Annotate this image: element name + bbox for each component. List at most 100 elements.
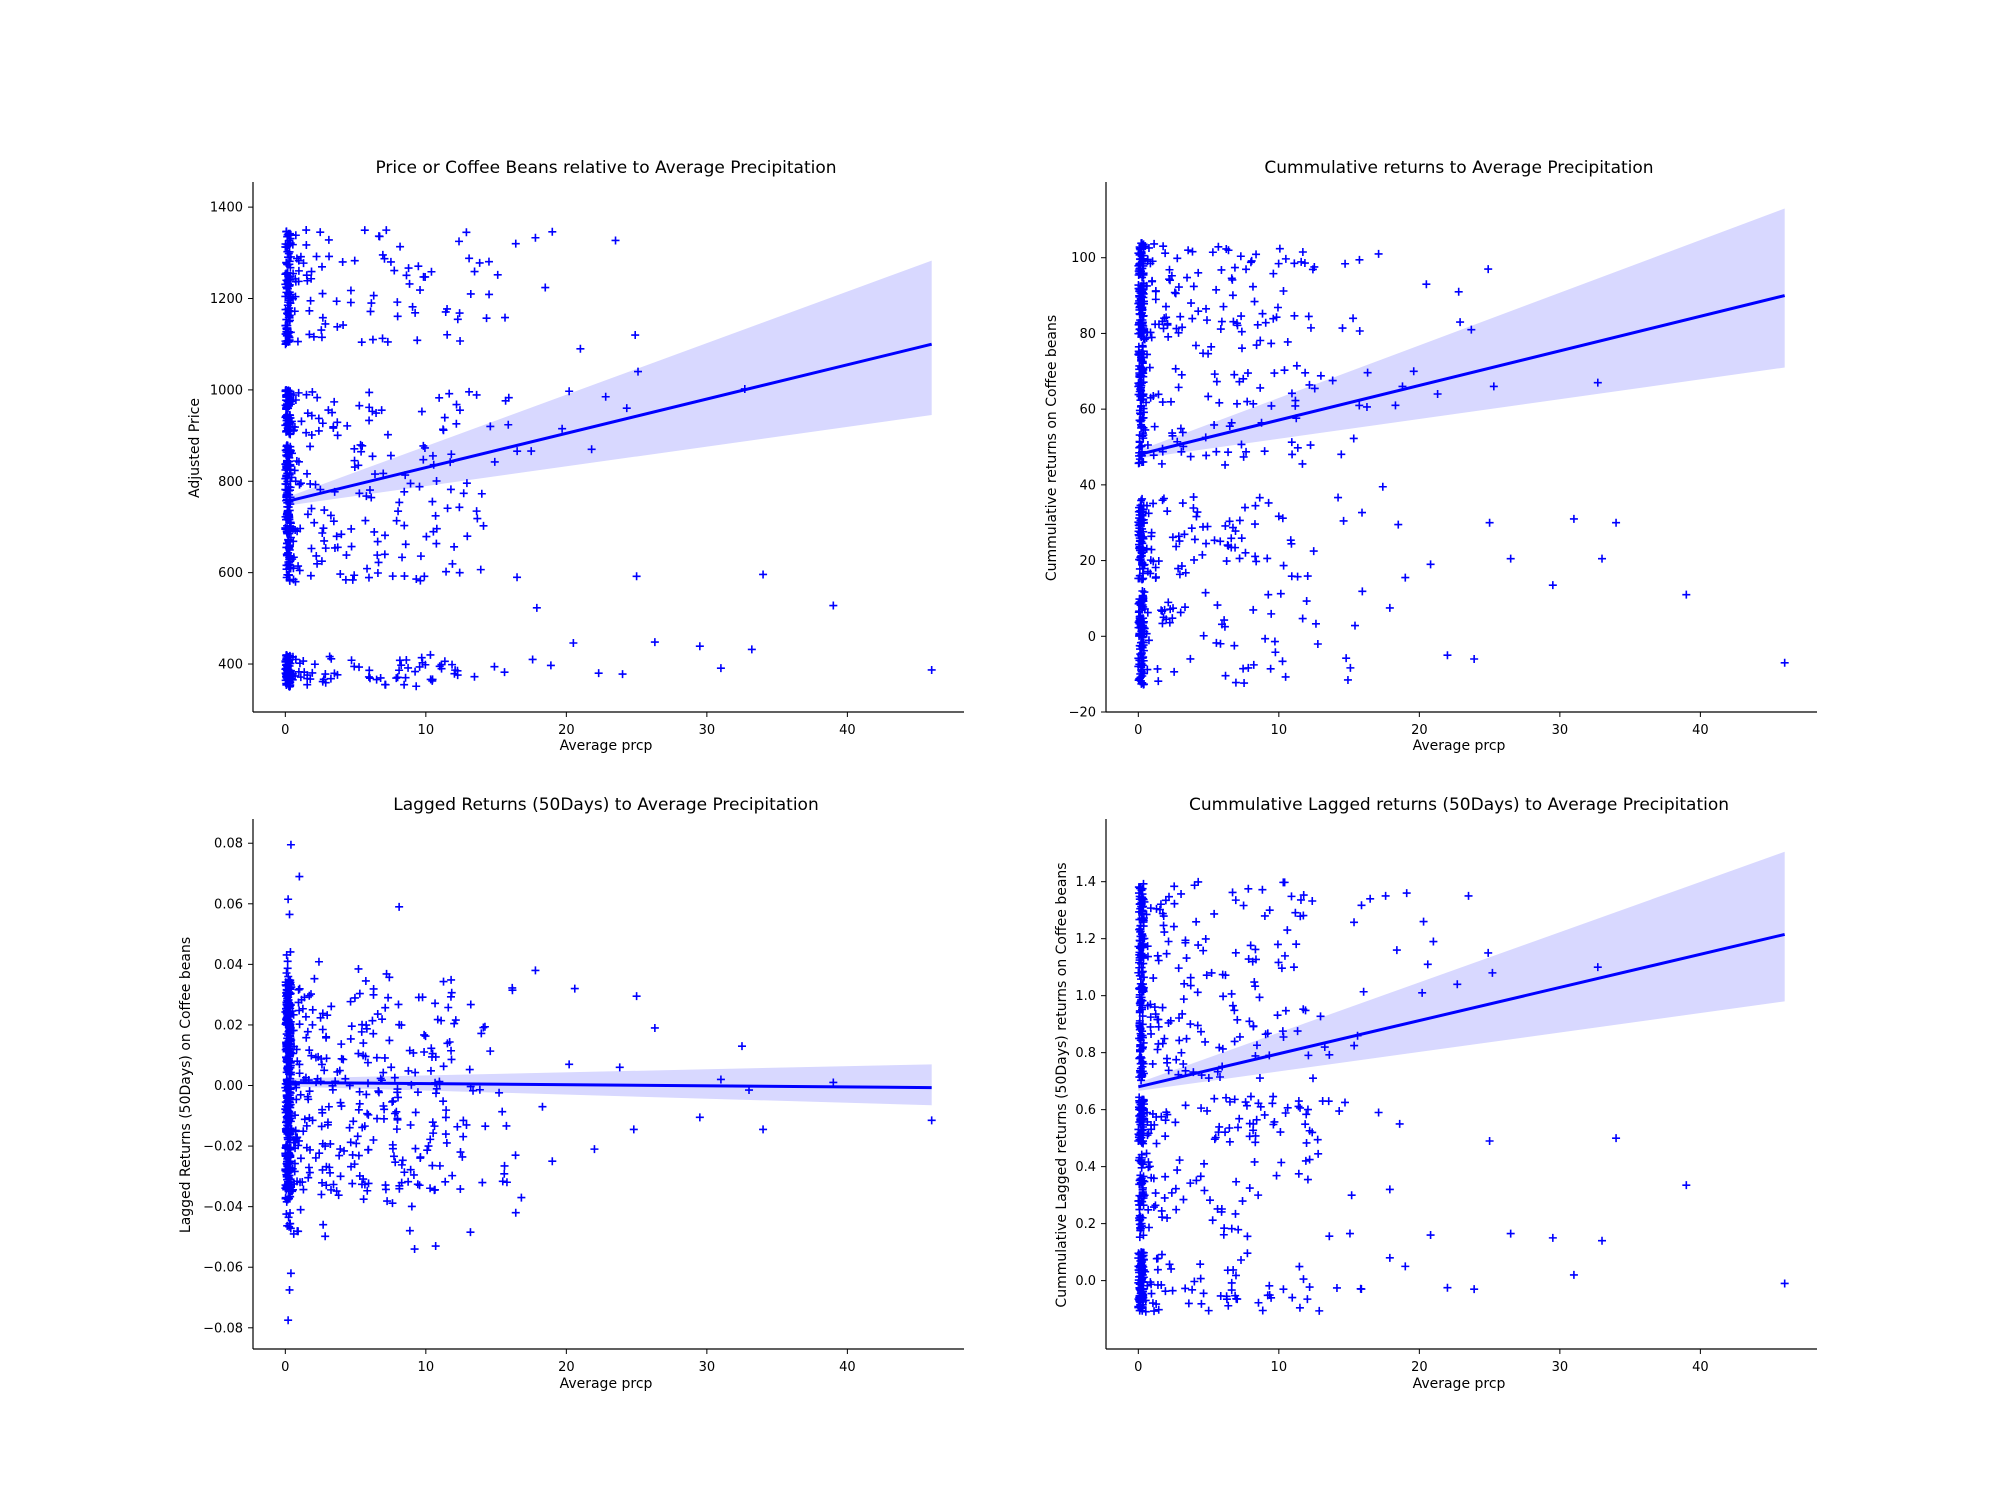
data-point	[1253, 320, 1262, 329]
data-point	[428, 1118, 437, 1127]
data-point	[1134, 654, 1143, 663]
data-point	[1148, 257, 1157, 266]
data-point	[448, 660, 457, 669]
x-tick-label: 30	[1552, 723, 1569, 738]
x-tick-label: 0	[1134, 723, 1142, 738]
x-axis-label: Average prcp	[1413, 738, 1506, 754]
data-point	[1241, 1098, 1250, 1107]
data-point	[1313, 1135, 1322, 1144]
data-point	[1154, 1305, 1163, 1314]
data-point	[424, 1142, 433, 1151]
data-point	[1301, 1006, 1310, 1015]
data-point	[393, 312, 402, 321]
data-point	[1224, 448, 1233, 457]
x-axis-label: Average prcp	[560, 738, 653, 754]
data-point	[339, 321, 348, 330]
data-point	[289, 1026, 298, 1035]
data-point	[282, 1055, 291, 1064]
data-point	[318, 528, 327, 537]
data-point	[310, 660, 319, 669]
data-point	[1163, 507, 1172, 516]
data-point	[346, 1034, 355, 1043]
data-point	[316, 1013, 325, 1022]
data-point	[313, 393, 322, 402]
data-point	[1225, 1137, 1234, 1146]
data-point	[1139, 980, 1148, 989]
data-point	[465, 1065, 474, 1074]
data-point	[1298, 459, 1307, 468]
data-point	[350, 256, 359, 265]
data-point	[394, 507, 403, 516]
chart-cumulative-returns-vs-precipitation: Cummulative returns to Average Precipita…	[1044, 158, 1817, 754]
data-point	[1260, 911, 1269, 920]
data-point	[1391, 401, 1400, 410]
data-point	[405, 279, 414, 288]
data-point	[282, 657, 291, 666]
data-point	[388, 1144, 397, 1153]
data-point	[1135, 540, 1143, 549]
data-point	[291, 1127, 300, 1136]
data-point	[1152, 1139, 1161, 1148]
data-point	[1211, 1133, 1220, 1142]
data-point	[1165, 265, 1174, 274]
data-point	[1249, 660, 1258, 669]
data-point	[1230, 641, 1239, 650]
data-point	[498, 1107, 507, 1116]
data-point	[296, 479, 305, 488]
data-point	[305, 330, 314, 339]
data-point	[293, 1227, 302, 1236]
data-point	[388, 1097, 397, 1106]
data-point	[1355, 401, 1364, 410]
data-point	[327, 1002, 336, 1011]
data-point	[1242, 265, 1251, 274]
data-point	[1150, 422, 1159, 431]
y-tick-label: 80	[1079, 327, 1096, 342]
data-point	[1548, 581, 1557, 590]
data-point	[1134, 329, 1143, 338]
data-point	[1289, 963, 1298, 972]
data-point	[317, 262, 326, 271]
data-point	[346, 298, 355, 307]
data-point	[289, 564, 298, 573]
data-point	[1138, 1255, 1147, 1264]
data-point	[1216, 325, 1225, 334]
data-point	[1192, 1176, 1201, 1185]
data-point	[321, 1232, 330, 1241]
data-point	[1243, 397, 1252, 406]
data-point	[369, 1029, 378, 1038]
data-point	[1221, 1128, 1230, 1137]
data-point	[1147, 545, 1156, 554]
data-point	[1227, 989, 1236, 998]
data-point	[470, 672, 479, 681]
data-point	[1246, 1092, 1255, 1101]
data-point	[1316, 1012, 1325, 1021]
data-point	[1138, 494, 1147, 503]
data-point	[377, 406, 386, 415]
data-point	[1303, 572, 1312, 581]
data-point	[301, 1012, 310, 1021]
data-point	[500, 1161, 509, 1170]
data-point	[1303, 1295, 1312, 1304]
data-point	[443, 1039, 452, 1048]
data-point	[379, 1102, 388, 1110]
data-point	[1164, 598, 1173, 607]
data-point	[328, 408, 337, 417]
data-point	[1302, 597, 1311, 606]
data-point	[1230, 1095, 1239, 1104]
y-tick-label: 0	[1088, 630, 1096, 645]
data-point	[1154, 956, 1163, 965]
data-point	[1359, 987, 1368, 996]
data-point	[298, 1004, 307, 1013]
data-point	[293, 1057, 302, 1066]
data-point	[1299, 911, 1308, 920]
data-point	[1324, 1097, 1333, 1106]
data-point	[305, 1046, 314, 1055]
data-point	[1139, 879, 1148, 888]
data-point	[1283, 1103, 1292, 1112]
data-point	[1300, 259, 1309, 268]
data-point	[1256, 383, 1265, 392]
data-point	[1293, 443, 1302, 452]
data-point	[1258, 1306, 1267, 1315]
data-point	[1138, 1185, 1147, 1194]
data-point	[1136, 1213, 1145, 1222]
